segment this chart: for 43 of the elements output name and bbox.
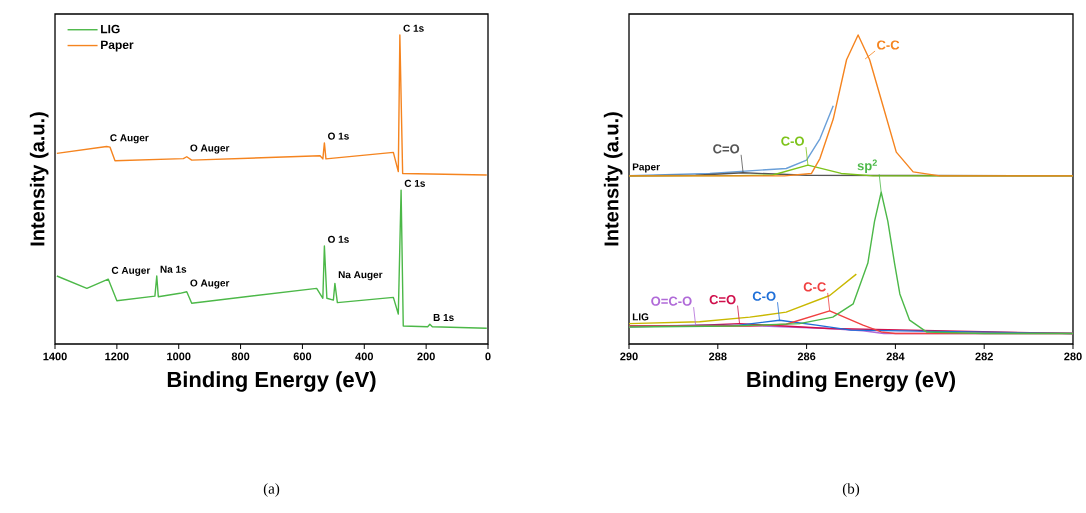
series-label: C-C	[803, 282, 826, 292]
text: (b)	[842, 483, 860, 497]
text: (a)	[263, 483, 280, 497]
series-label: C=O	[713, 144, 740, 154]
x-tick-label: 0	[485, 352, 491, 361]
x-tick-label: 286	[797, 352, 816, 361]
legend-label: Paper	[101, 40, 134, 52]
annotation: Na 1s	[160, 265, 187, 273]
series-label: C=O	[709, 294, 736, 305]
annotation: O Auger	[190, 279, 230, 289]
annotation: Na Auger	[338, 271, 383, 281]
x-tick-label: 400	[355, 352, 374, 361]
annotation: C Auger	[111, 266, 151, 276]
x-axis-title: Binding Energy (eV)	[167, 371, 376, 392]
legend-label: LIG	[101, 24, 120, 34]
x-tick-label: 800	[231, 352, 250, 361]
x-tick-label: 1000	[167, 352, 191, 361]
series-label: C-O	[781, 136, 804, 146]
annotation: C 1s	[404, 179, 425, 187]
series-label: C-O	[752, 291, 776, 301]
x-tick-label: 290	[620, 352, 638, 361]
x-tick-label: 200	[417, 352, 435, 361]
annotation: C 1s	[403, 24, 424, 32]
annotation: LIG	[632, 313, 649, 321]
annotation: C Auger	[110, 134, 149, 144]
annotation: O 1s	[328, 235, 349, 243]
series-label: C-C	[877, 40, 900, 50]
x-tick-label: 1200	[105, 352, 129, 361]
x-tick-label: 284	[886, 352, 905, 361]
x-tick-label: 1400	[43, 352, 67, 361]
annotation: Paper	[632, 163, 660, 173]
y-axis-title: Intensity (a.u.)	[29, 112, 49, 246]
x-tick-label: 282	[975, 352, 993, 361]
y-axis-title: Intensity (a.u.)	[603, 112, 623, 246]
annotation: O Auger	[190, 144, 230, 154]
annotation: O 1s	[328, 132, 349, 140]
annotation: B 1s	[433, 314, 454, 322]
series-label: O=C-O	[651, 296, 692, 306]
x-tick-label: 288	[709, 352, 727, 361]
x-axis-title: Binding Energy (eV)	[747, 371, 956, 392]
series-label: sp$^{2}$	[857, 159, 877, 173]
x-tick-label: 600	[293, 352, 312, 361]
x-tick-label: 280	[1064, 352, 1082, 361]
